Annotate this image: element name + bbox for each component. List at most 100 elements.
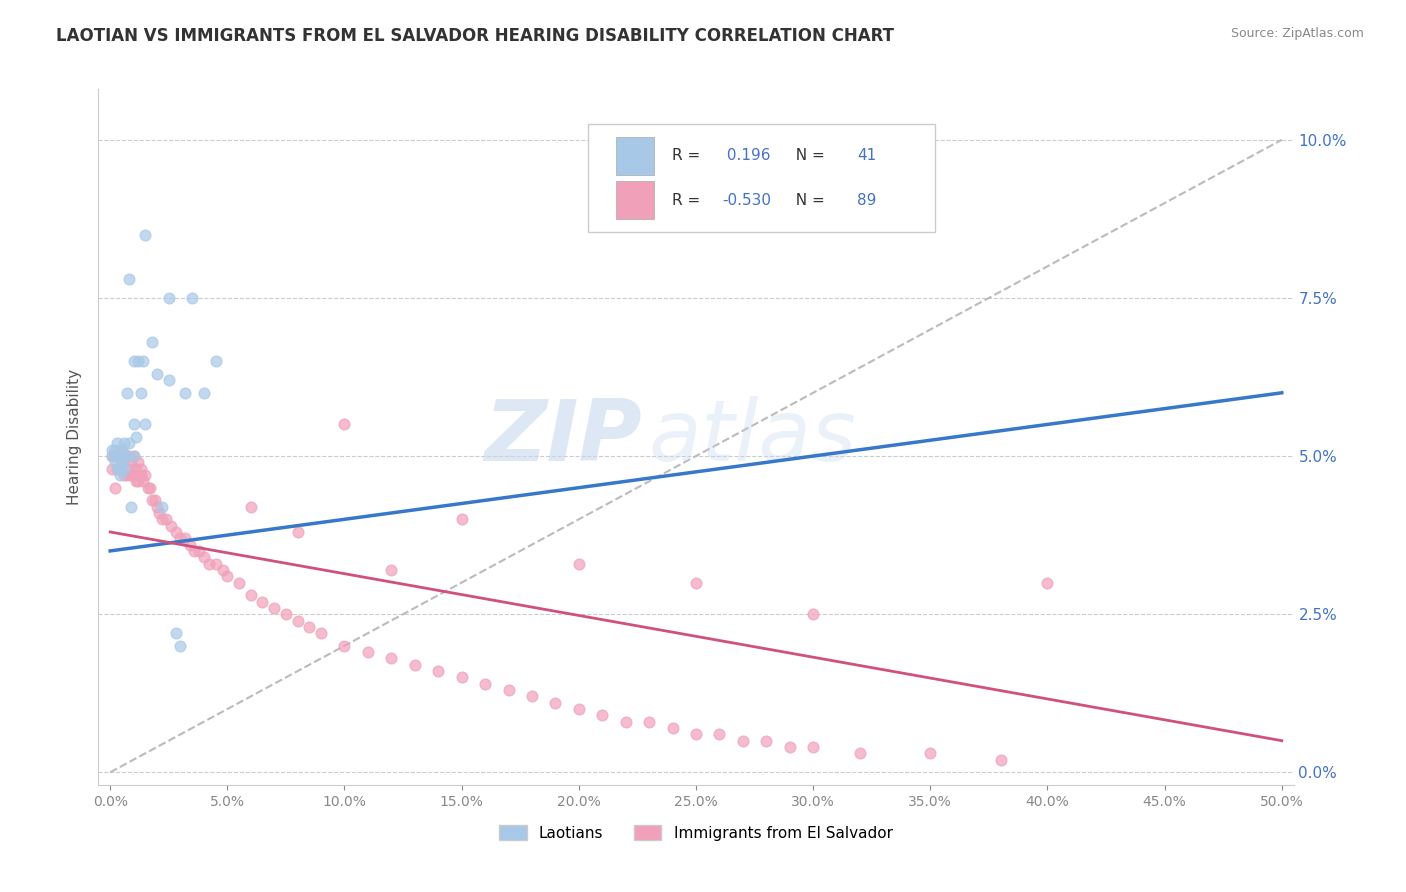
Point xyxy=(169,639,191,653)
Legend: Laotians, Immigrants from El Salvador: Laotians, Immigrants from El Salvador xyxy=(494,819,898,847)
Point xyxy=(174,385,197,400)
Point xyxy=(118,449,141,463)
Point xyxy=(179,538,201,552)
Point xyxy=(122,354,145,368)
Point xyxy=(143,493,166,508)
Point xyxy=(298,620,321,634)
Point xyxy=(661,721,683,735)
Point xyxy=(801,739,824,754)
Point xyxy=(120,468,142,483)
Point xyxy=(474,677,496,691)
Point xyxy=(568,557,591,571)
Point xyxy=(614,714,637,729)
Text: N =: N = xyxy=(786,193,830,208)
Point xyxy=(849,747,872,761)
Point xyxy=(111,455,134,469)
Point xyxy=(150,512,173,526)
Point xyxy=(111,455,134,469)
Point xyxy=(252,594,274,608)
Point xyxy=(127,354,149,368)
Point xyxy=(141,335,163,350)
Point xyxy=(115,468,138,483)
Point xyxy=(122,468,145,483)
Point xyxy=(134,468,156,483)
Point xyxy=(101,449,124,463)
Point xyxy=(112,449,135,463)
Point xyxy=(111,449,134,463)
Point xyxy=(204,557,226,571)
Point xyxy=(132,475,155,489)
Point xyxy=(920,747,942,761)
Point xyxy=(183,544,205,558)
Point xyxy=(108,461,131,475)
Point xyxy=(380,651,402,665)
Text: ZIP: ZIP xyxy=(485,395,643,479)
Y-axis label: Hearing Disability: Hearing Disability xyxy=(67,369,83,505)
Point xyxy=(1036,575,1059,590)
Point xyxy=(357,645,380,659)
Text: N =: N = xyxy=(786,148,830,163)
Text: R =: R = xyxy=(672,193,706,208)
Point xyxy=(139,481,162,495)
Point xyxy=(188,544,211,558)
Point xyxy=(174,531,197,545)
Point xyxy=(193,385,215,400)
Text: atlas: atlas xyxy=(648,395,856,479)
Point xyxy=(125,461,148,475)
FancyBboxPatch shape xyxy=(589,124,935,232)
Point xyxy=(228,575,250,590)
Point xyxy=(755,733,778,747)
Text: 89: 89 xyxy=(858,193,877,208)
Point xyxy=(105,449,128,463)
Point xyxy=(129,385,152,400)
Point xyxy=(427,664,450,678)
Point xyxy=(105,449,128,463)
Point xyxy=(157,373,180,387)
Point xyxy=(104,481,127,495)
Point xyxy=(115,449,138,463)
Point xyxy=(122,449,145,463)
Point xyxy=(568,702,591,716)
Point xyxy=(498,683,520,698)
Point xyxy=(115,449,138,463)
Point xyxy=(165,626,187,640)
Point xyxy=(193,550,215,565)
Point xyxy=(157,291,180,305)
Point xyxy=(101,461,124,475)
Point xyxy=(127,475,149,489)
Text: -0.530: -0.530 xyxy=(723,193,772,208)
Point xyxy=(169,531,191,545)
Point xyxy=(129,461,152,475)
Point xyxy=(685,727,707,741)
Point xyxy=(118,436,141,450)
Point xyxy=(111,442,134,457)
Point xyxy=(101,449,124,463)
Point xyxy=(125,430,148,444)
Point xyxy=(779,739,801,754)
Point xyxy=(104,449,127,463)
Point xyxy=(685,575,707,590)
Point xyxy=(450,512,472,526)
Text: R =: R = xyxy=(672,148,706,163)
Point xyxy=(165,524,187,539)
Point xyxy=(239,500,262,514)
Point xyxy=(112,461,135,475)
Point xyxy=(380,563,402,577)
Point xyxy=(108,461,131,475)
Point xyxy=(104,455,127,469)
Point xyxy=(181,291,204,305)
Point xyxy=(108,449,131,463)
Point xyxy=(211,563,233,577)
Text: Source: ZipAtlas.com: Source: ZipAtlas.com xyxy=(1230,27,1364,40)
Point xyxy=(120,500,142,514)
Point xyxy=(709,727,731,741)
Point xyxy=(115,385,138,400)
Point xyxy=(155,512,177,526)
Text: 0.196: 0.196 xyxy=(723,148,770,163)
Point xyxy=(217,569,239,583)
Point xyxy=(105,436,128,450)
Point xyxy=(274,607,297,622)
Point xyxy=(801,607,824,622)
Point xyxy=(287,524,309,539)
Point xyxy=(333,639,356,653)
